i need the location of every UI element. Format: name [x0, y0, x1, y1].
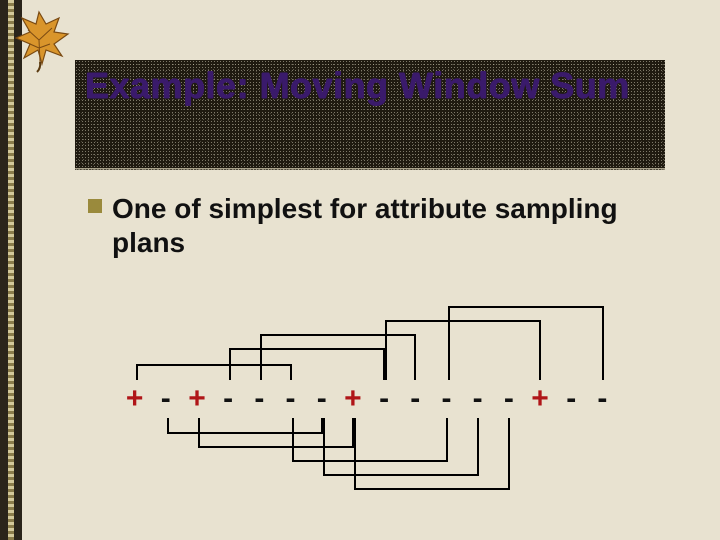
slide: Example: Moving Window Sum One of simple… — [0, 0, 720, 540]
seq-minus: - — [494, 382, 525, 416]
seq-minus: - — [463, 382, 494, 416]
strip-filmstrip — [8, 0, 14, 540]
seq-minus: - — [557, 382, 588, 416]
bullet-row: One of simplest for attribute sampling p… — [112, 192, 652, 259]
seq-plus: + — [338, 382, 369, 416]
seq-minus: - — [307, 382, 338, 416]
title-box: Example: Moving Window Sum — [75, 60, 665, 170]
seq-minus: - — [370, 382, 401, 416]
seq-plus: + — [182, 382, 213, 416]
bullet-text: One of simplest for attribute sampling p… — [112, 192, 652, 259]
window-bracket-top — [448, 306, 604, 380]
bullet-marker-icon — [88, 199, 102, 213]
sequence-text: +-+----+-----+-- — [120, 382, 619, 416]
seq-minus: - — [214, 382, 245, 416]
seq-minus: - — [588, 382, 619, 416]
moving-window-diagram: +-+----+-----+-- — [120, 290, 650, 490]
window-bracket-bottom — [354, 418, 510, 490]
slide-title: Example: Moving Window Sum — [85, 66, 655, 106]
maple-leaf-icon — [4, 4, 74, 74]
left-strip — [0, 0, 22, 540]
seq-minus: - — [401, 382, 432, 416]
seq-plus: + — [120, 382, 151, 416]
seq-minus: - — [276, 382, 307, 416]
seq-plus: + — [525, 382, 556, 416]
seq-minus: - — [432, 382, 463, 416]
seq-minus: - — [151, 382, 182, 416]
seq-minus: - — [245, 382, 276, 416]
